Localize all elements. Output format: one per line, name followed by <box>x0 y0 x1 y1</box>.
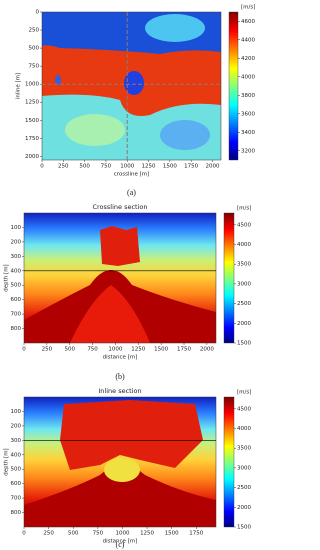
x-tick-label: 2000 <box>205 164 219 170</box>
y-tick-label: 600 <box>11 481 22 487</box>
x-tick-label: 1500 <box>165 531 179 537</box>
colorbar-tick-label: 2000 <box>237 321 251 327</box>
colorbar-tick-label: 3800 <box>241 93 255 99</box>
colorbar-tick-label: 4000 <box>241 74 255 80</box>
x-tick-label: 250 <box>58 164 69 170</box>
x-tick-label: 1500 <box>154 347 168 353</box>
x-tick-label: 1000 <box>115 531 129 537</box>
x-tick-label: 1500 <box>163 164 177 170</box>
velocity-section <box>24 397 216 527</box>
y-tick-label: 500 <box>11 283 22 289</box>
y-tick-label: 500 <box>11 467 22 473</box>
colorbar-label: [m/s] <box>237 206 251 212</box>
x-tick-label: 1000 <box>120 164 134 170</box>
plot-frame <box>23 396 217 528</box>
x-tick-label: 500 <box>68 531 79 537</box>
y-tick-label: 200 <box>11 423 22 429</box>
velocity-section <box>24 213 216 343</box>
y-tick-label: 600 <box>11 297 22 303</box>
y-axis-label: inline [m] <box>16 73 22 99</box>
colorbar-tick-label: 4500 <box>237 406 251 412</box>
y-tick-label: 100 <box>11 225 22 231</box>
y-tick-label: 0 <box>36 10 40 16</box>
y-tick-label: 250 <box>29 28 40 34</box>
colorbar-tick-label: 4500 <box>237 222 251 228</box>
y-tick-label: 1250 <box>25 100 39 106</box>
colorbar-tick-label: 3500 <box>237 446 251 452</box>
x-axis-label: crossline [m] <box>114 172 150 178</box>
x-axis-label: distance [m] <box>103 539 138 545</box>
colorbar-tick-label: 4200 <box>241 56 255 62</box>
caption: (b) <box>115 372 125 381</box>
y-tick-label: 2000 <box>25 154 39 160</box>
y-axis-label: depth [m] <box>4 448 10 475</box>
colorbar-tick-label: 4400 <box>241 37 255 43</box>
x-tick-label: 1250 <box>142 164 156 170</box>
colorbar <box>228 11 239 161</box>
x-axis-label: distance [m] <box>103 355 138 361</box>
x-tick-label: 750 <box>101 164 112 170</box>
x-tick-label: 0 <box>22 347 26 353</box>
colorbar-tick-label: 2500 <box>237 485 251 491</box>
x-tick-label: 750 <box>93 531 104 537</box>
y-tick-label: 700 <box>11 496 22 502</box>
x-tick-label: 750 <box>87 347 98 353</box>
x-tick-label: 500 <box>64 347 75 353</box>
x-tick-label: 0 <box>22 531 26 537</box>
colorbar <box>223 212 235 344</box>
colorbar-tick-label: 2500 <box>237 301 251 307</box>
colorbar <box>223 396 235 528</box>
colorbar-tick-label: 4000 <box>237 242 251 248</box>
y-tick-label: 800 <box>11 510 22 516</box>
x-tick-label: 1750 <box>189 531 203 537</box>
y-tick-label: 1750 <box>25 136 39 142</box>
plot-frame <box>41 11 222 161</box>
y-tick-label: 300 <box>11 254 22 260</box>
y-tick-label: 800 <box>11 326 22 332</box>
x-tick-label: 2000 <box>200 347 214 353</box>
y-tick-label: 400 <box>11 452 22 458</box>
colorbar-tick-label: 3000 <box>237 281 251 287</box>
y-tick-label: 750 <box>29 64 40 70</box>
panel-title: Inline section <box>98 387 141 395</box>
x-tick-label: 1750 <box>184 164 198 170</box>
x-tick-label: 250 <box>42 347 53 353</box>
x-tick-label: 250 <box>43 531 54 537</box>
x-tick-label: 1250 <box>131 347 145 353</box>
x-tick-label: 500 <box>79 164 90 170</box>
y-tick-label: 1000 <box>25 82 39 88</box>
colorbar-tick-label: 3200 <box>241 148 255 154</box>
y-tick-label: 300 <box>11 438 22 444</box>
caption: (a) <box>127 188 136 197</box>
y-tick-label: 200 <box>11 239 22 245</box>
plot-frame <box>23 212 217 344</box>
colorbar-label: [m/s] <box>237 390 251 396</box>
colorbar-tick-label: 4000 <box>237 426 251 432</box>
y-tick-label: 700 <box>11 312 22 318</box>
y-tick-label: 100 <box>11 409 22 415</box>
y-tick-label: 400 <box>11 268 22 274</box>
colorbar-tick-label: 3000 <box>237 465 251 471</box>
x-tick-label: 1750 <box>177 347 191 353</box>
colorbar-tick-label: 2000 <box>237 505 251 511</box>
x-tick-label: 1000 <box>108 347 122 353</box>
y-tick-label: 500 <box>29 46 40 52</box>
colorbar-tick-label: 3500 <box>237 262 251 268</box>
y-tick-label: 1500 <box>25 118 39 124</box>
colorbar-tick-label: 3400 <box>241 130 255 136</box>
x-tick-label: 0 <box>40 164 44 170</box>
caption: (c) <box>116 540 125 549</box>
velocity-map <box>42 12 221 160</box>
colorbar-label: [m/s] <box>241 5 255 11</box>
x-tick-label: 1250 <box>140 531 154 537</box>
panel-title: Crossline section <box>92 203 147 211</box>
colorbar-tick-label: 1500 <box>237 525 251 531</box>
figure: 0 250 500 750 1000 1250 1500 1750 20000250500750… <box>4 5 256 549</box>
colorbar-tick-label: 3600 <box>241 111 255 117</box>
colorbar-tick-label: 1500 <box>237 341 251 347</box>
y-axis-label: depth [m] <box>4 264 10 291</box>
colorbar-tick-label: 4600 <box>241 19 255 25</box>
